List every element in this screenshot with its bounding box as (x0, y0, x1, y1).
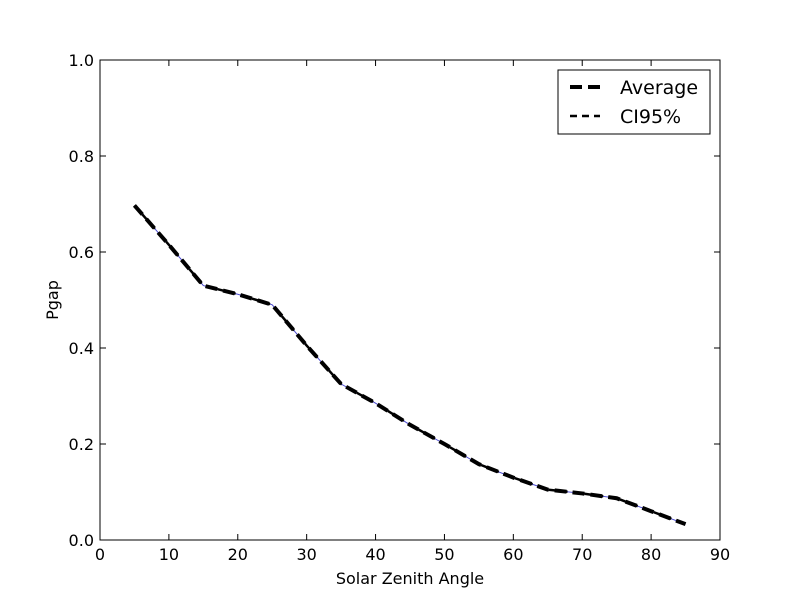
legend-label-average: Average (620, 77, 698, 99)
y-tick-label: 0.2 (69, 435, 94, 454)
x-tick-label: 70 (572, 545, 592, 564)
y-axis-label: Pgap (43, 280, 62, 320)
x-tick-label: 40 (365, 545, 385, 564)
y-tick-label: 1.0 (69, 51, 94, 70)
y-tick-label: 0.4 (69, 339, 94, 358)
plot-area (100, 60, 720, 540)
legend-label-ci95: CI95% (620, 106, 681, 128)
x-tick-label: 30 (296, 545, 316, 564)
x-axis-label: Solar Zenith Angle (336, 569, 484, 588)
series-layer (132, 204, 687, 527)
x-tick-label: 60 (503, 545, 523, 564)
x-tick-label: 50 (434, 545, 454, 564)
x-tick-label: 90 (710, 545, 730, 564)
series-line-ci95 (133, 204, 687, 526)
x-tick-label: 0 (95, 545, 105, 564)
y-tick-label: 0.0 (69, 531, 94, 550)
plot-background (100, 60, 720, 540)
x-tick-label: 80 (641, 545, 661, 564)
x-tick-label: 20 (228, 545, 248, 564)
y-tick-label: 0.6 (69, 243, 94, 262)
axes-frame (99, 59, 721, 541)
legend: Average CI95% (557, 69, 711, 135)
axes-layer: 0 10 20 30 40 50 60 70 80 90 0.0 0.2 0.4 0.6 0.8 1.0 (69, 51, 731, 564)
legend-box (557, 69, 711, 135)
x-tick-label: 10 (159, 545, 179, 564)
y-tick-label: 0.8 (69, 147, 94, 166)
